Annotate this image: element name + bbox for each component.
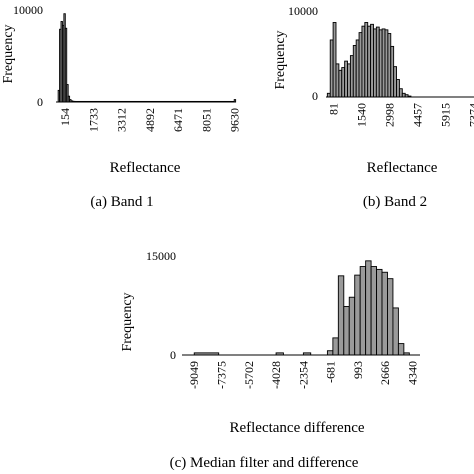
panel-a-caption: (a) Band 1 — [90, 194, 153, 210]
x-tick-label: 154 — [58, 108, 72, 126]
panel-b-y-tick-zero: 0 — [312, 89, 318, 103]
x-tick-label: -681 — [324, 361, 338, 383]
x-tick-label: 5915 — [439, 103, 453, 127]
panel-c-y-tick-zero: 0 — [170, 348, 176, 362]
panel-a-x-ticks: 154 1733 3312 4892 6471 8051 9630 — [58, 108, 242, 132]
histogram-bar — [337, 275, 345, 356]
x-tick-label: 2666 — [378, 361, 392, 385]
histogram-bar — [387, 278, 394, 356]
histogram-bar — [381, 271, 388, 356]
x-tick-label: -9049 — [187, 361, 201, 389]
panel-c-x-axis-label: Reflectance difference — [229, 420, 364, 436]
x-tick-label: 7374 — [467, 103, 474, 127]
panel-b-x-ticks: 81 1540 2998 4457 5915 7374 — [326, 103, 474, 127]
x-tick-label: 6471 — [171, 108, 185, 132]
panel-a-y-tick-zero: 0 — [37, 95, 43, 109]
x-tick-label: 1540 — [354, 103, 368, 127]
panel-a-y-tick-max: 10000 — [13, 3, 43, 17]
histogram-bar — [359, 266, 367, 356]
panel-median-filter-difference: Frequency 15000 0 -9049 -7375 -5702 -4028 -2… — [120, 249, 420, 471]
panel-b-bars — [326, 22, 412, 98]
x-tick-label: 4892 — [143, 108, 157, 132]
panel-a-x-axis-label: Reflectance — [110, 160, 181, 176]
histogram-bar — [348, 296, 356, 356]
x-tick-label: 8051 — [200, 108, 214, 132]
panel-c-y-tick-max: 15000 — [146, 249, 176, 263]
x-tick-label: 3312 — [115, 108, 129, 132]
x-tick-label: 81 — [326, 103, 340, 115]
histogram-bar — [365, 260, 372, 356]
histogram-bar — [326, 350, 334, 356]
x-tick-label: -5702 — [242, 361, 256, 389]
histogram-bar — [332, 337, 339, 356]
x-tick-label: -2354 — [296, 361, 310, 389]
x-tick-label: 1733 — [86, 108, 100, 132]
panel-c-y-axis-label: Frequency — [120, 292, 135, 351]
panel-a-y-axis-label: Frequency — [1, 24, 16, 83]
histogram-bar — [376, 268, 383, 356]
histogram-bar — [343, 306, 350, 356]
panel-a-bars — [57, 13, 237, 103]
x-tick-label: 9630 — [228, 108, 242, 132]
x-tick-label: -4028 — [269, 361, 283, 389]
x-tick-label: 4457 — [410, 103, 424, 127]
panel-b-x-axis-label: Reflectance — [367, 160, 438, 176]
x-tick-label: 4340 — [406, 361, 420, 385]
x-tick-label: -7375 — [215, 361, 229, 389]
panel-b-caption: (b) Band 2 — [363, 194, 427, 210]
panel-c-caption: (c) Median filter and difference — [170, 455, 359, 471]
panel-b-y-axis-label: Frequency — [273, 30, 288, 89]
histogram-bar — [370, 266, 378, 356]
panel-c-bars — [193, 260, 410, 356]
x-tick-label: 993 — [351, 361, 365, 379]
x-tick-label: 2998 — [382, 103, 396, 127]
histogram-bar — [397, 343, 405, 356]
panel-band-2: Frequency 10000 0 81 1540 2998 4457 5915 7374… — [273, 4, 474, 210]
panel-b-y-tick-max: 10000 — [288, 4, 318, 18]
histogram-bar — [354, 274, 361, 356]
panel-band-1: Frequency 10000 0 154 1733 3312 4892 6471 805… — [1, 3, 242, 210]
histogram-bar — [392, 307, 399, 356]
panel-c-x-ticks: -9049 -7375 -5702 -4028 -2354 -681 993 2666 4340 — [187, 361, 419, 389]
